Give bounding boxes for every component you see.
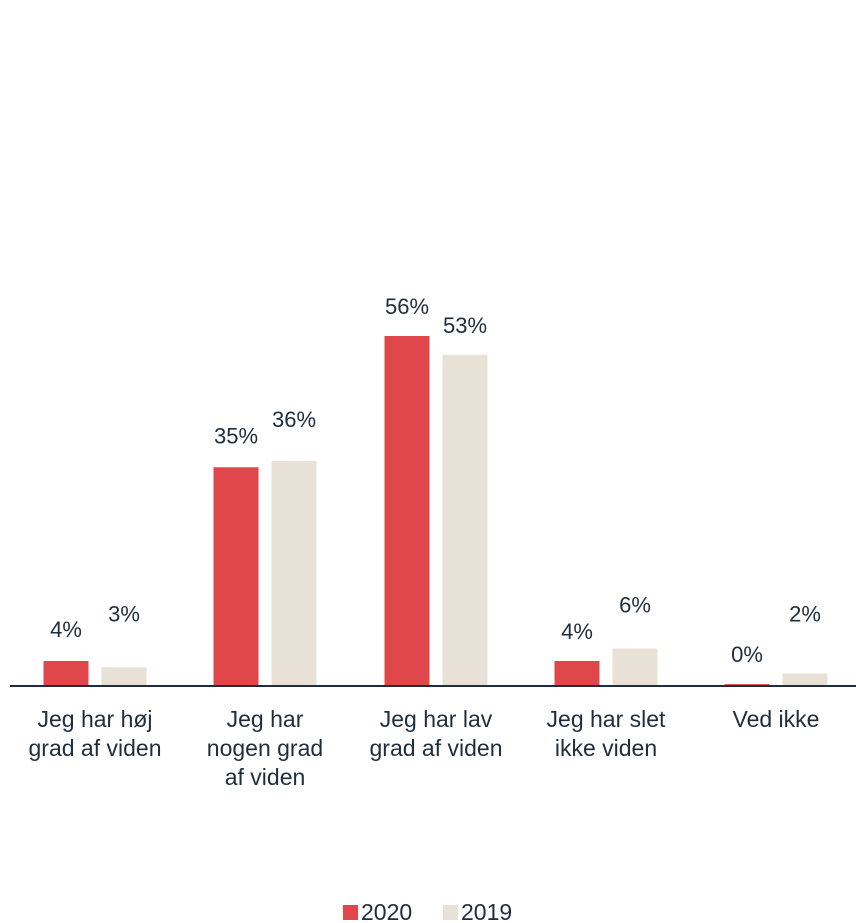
category-label-1: Jeg har nogen grad af viden: [207, 706, 323, 790]
category-label-2: Jeg har lav grad af viden: [370, 706, 503, 761]
legend: 2020 2019: [343, 899, 512, 923]
category-label-4: Ved ikke: [733, 706, 820, 732]
legend-swatch-2019: [443, 905, 458, 920]
category-label-3: Jeg har slet ikke viden: [547, 706, 667, 761]
bar-2019-3: [612, 648, 658, 686]
bar-2019-0: [101, 667, 147, 686]
data-label-2020-4: 0%: [731, 642, 763, 667]
data-label-2020-1: 35%: [214, 423, 258, 448]
bar-2019-4: [782, 673, 828, 686]
category-labels-group: Jeg har høj grad af viden Jeg har nogen gra…: [29, 706, 820, 790]
bars-group: [43, 336, 828, 686]
data-label-2019-4: 2%: [789, 602, 821, 627]
data-label-2019-2: 53%: [443, 313, 487, 338]
category-label-0: Jeg har høj grad af viden: [29, 706, 162, 761]
legend-swatch-2020: [343, 905, 358, 920]
legend-label-2020: 2020: [361, 899, 412, 923]
data-label-2020-2: 56%: [385, 294, 429, 319]
bar-2020-3: [554, 661, 600, 686]
bar-2020-1: [213, 467, 259, 686]
bar-2020-0: [43, 661, 89, 686]
data-label-2020-0: 4%: [50, 617, 82, 642]
bar-2019-1: [271, 461, 317, 686]
data-label-2019-3: 6%: [619, 593, 651, 618]
data-label-2019-0: 3%: [108, 601, 140, 626]
data-labels-group: 4% 35% 56% 4% 0% 3% 36% 53% 6% 2%: [50, 294, 821, 667]
data-label-2020-3: 4%: [561, 619, 593, 644]
bar-2020-2: [384, 336, 430, 686]
legend-label-2019: 2019: [461, 899, 512, 923]
bar-2019-2: [442, 354, 488, 686]
data-label-2019-1: 36%: [272, 407, 316, 432]
